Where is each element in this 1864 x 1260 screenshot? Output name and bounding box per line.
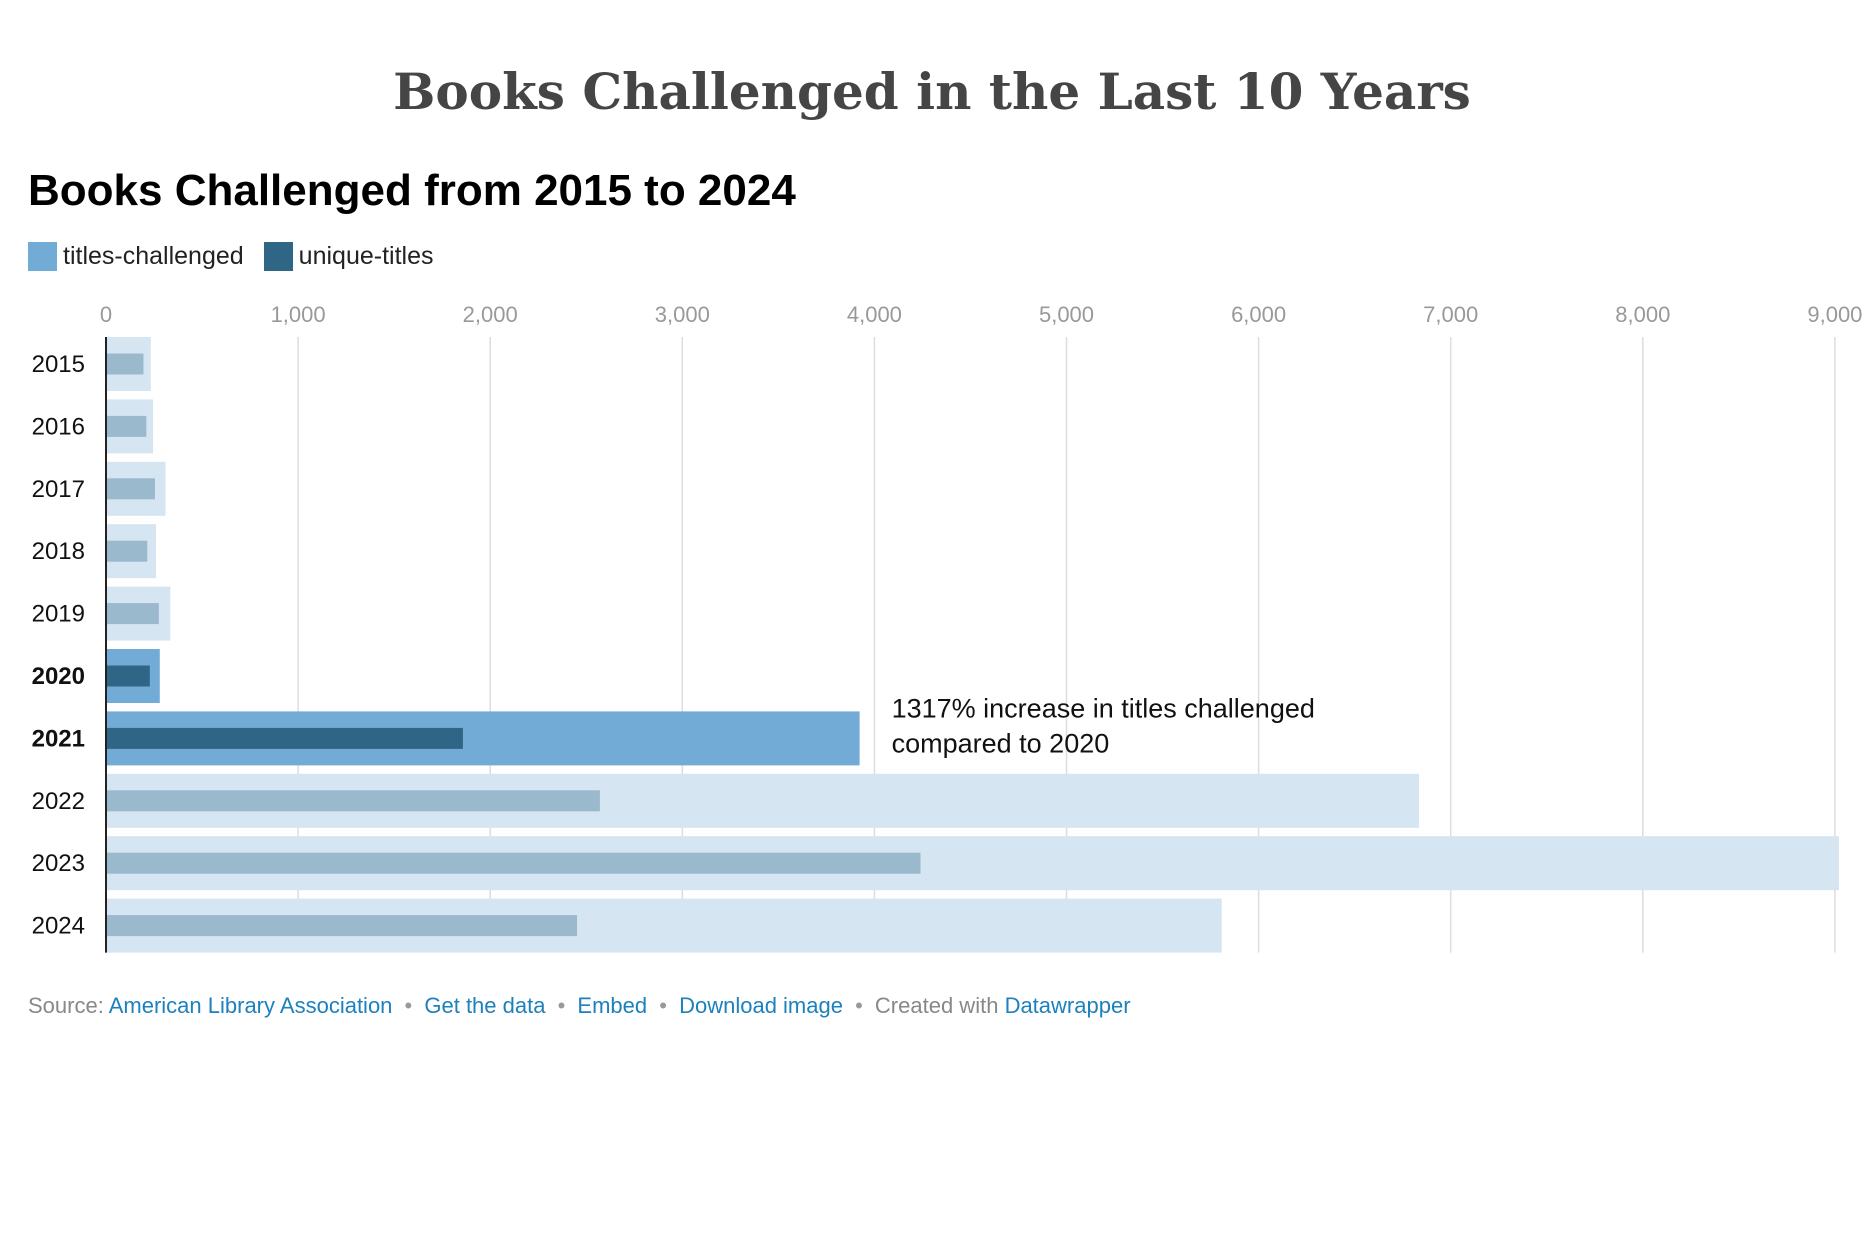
bar-unique-titles bbox=[106, 852, 921, 874]
y-category-label: 2016 bbox=[32, 413, 85, 440]
y-category-label: 2015 bbox=[32, 351, 85, 378]
embed-link[interactable]: Embed bbox=[577, 993, 648, 1018]
bar-unique-titles bbox=[106, 603, 159, 625]
bar-unique-titles bbox=[106, 665, 150, 687]
source-prefix: Source: bbox=[28, 993, 104, 1018]
created-with-text: Created with bbox=[874, 993, 999, 1018]
separator-dot: • bbox=[557, 993, 566, 1018]
bar-unique-titles bbox=[106, 353, 144, 375]
x-tick-label: 4,000 bbox=[847, 302, 902, 327]
x-tick-label: 3,000 bbox=[655, 302, 710, 327]
y-category-label: 2024 bbox=[32, 913, 85, 940]
legend-label-unique-titles: unique-titles bbox=[298, 242, 434, 270]
bar-unique-titles bbox=[106, 540, 148, 562]
y-category-label: 2017 bbox=[32, 476, 85, 503]
bar-unique-titles bbox=[106, 478, 155, 500]
annotation-text: 1317% increase in titles challenged bbox=[892, 693, 1315, 723]
bar-chart: 0 1,000 2,000 3,000 4,000 5,000 6,000 7,000 8,00… bbox=[32, 302, 1862, 953]
y-category-label: 2021 bbox=[32, 725, 85, 752]
bar-unique-titles bbox=[106, 790, 600, 812]
datawrapper-link[interactable]: Datawrapper bbox=[1004, 993, 1131, 1018]
legend-item-titles-challenged: titles-challenged bbox=[28, 242, 244, 271]
x-tick-label: 5,000 bbox=[1039, 302, 1094, 327]
page-title: Books Challenged in the Last 10 Years bbox=[393, 62, 1471, 121]
footer: Source: American Library Association • G… bbox=[28, 993, 1131, 1019]
legend-item-unique-titles: unique-titles bbox=[263, 242, 434, 271]
bar-unique-titles bbox=[106, 415, 147, 437]
bar-unique-titles bbox=[106, 915, 578, 937]
separator-dot: • bbox=[855, 993, 863, 1018]
x-tick-label: 6,000 bbox=[1231, 302, 1286, 327]
bar-unique-titles bbox=[106, 727, 463, 749]
chart-title: Books Challenged from 2015 to 2024 bbox=[28, 166, 796, 215]
y-category-label: 2022 bbox=[32, 788, 85, 815]
source-link[interactable]: American Library Association bbox=[108, 993, 393, 1018]
legend-swatch-unique-titles bbox=[263, 242, 293, 271]
separator-dot: • bbox=[659, 993, 667, 1018]
y-category-label: 2023 bbox=[32, 850, 85, 877]
y-category-label: 2020 bbox=[32, 663, 85, 690]
legend-swatch-titles-challenged bbox=[28, 242, 57, 271]
y-category-label: 2018 bbox=[32, 538, 85, 565]
x-tick-label: 7,000 bbox=[1423, 302, 1478, 327]
x-tick-label: 2,000 bbox=[463, 302, 518, 327]
legend-label-titles-challenged: titles-challenged bbox=[63, 242, 244, 270]
x-tick-label: 1,000 bbox=[271, 302, 326, 327]
x-tick-label: 9,000 bbox=[1807, 302, 1862, 327]
x-tick-label: 8,000 bbox=[1615, 302, 1670, 327]
y-category-label: 2019 bbox=[32, 601, 85, 628]
x-tick-label: 0 bbox=[100, 302, 112, 327]
annotation-text: compared to 2020 bbox=[892, 728, 1110, 758]
download-image-link[interactable]: Download image bbox=[679, 993, 843, 1018]
legend: titles-challenged unique-titles bbox=[28, 242, 453, 271]
separator-dot: • bbox=[404, 993, 413, 1018]
get-data-link[interactable]: Get the data bbox=[424, 993, 546, 1018]
